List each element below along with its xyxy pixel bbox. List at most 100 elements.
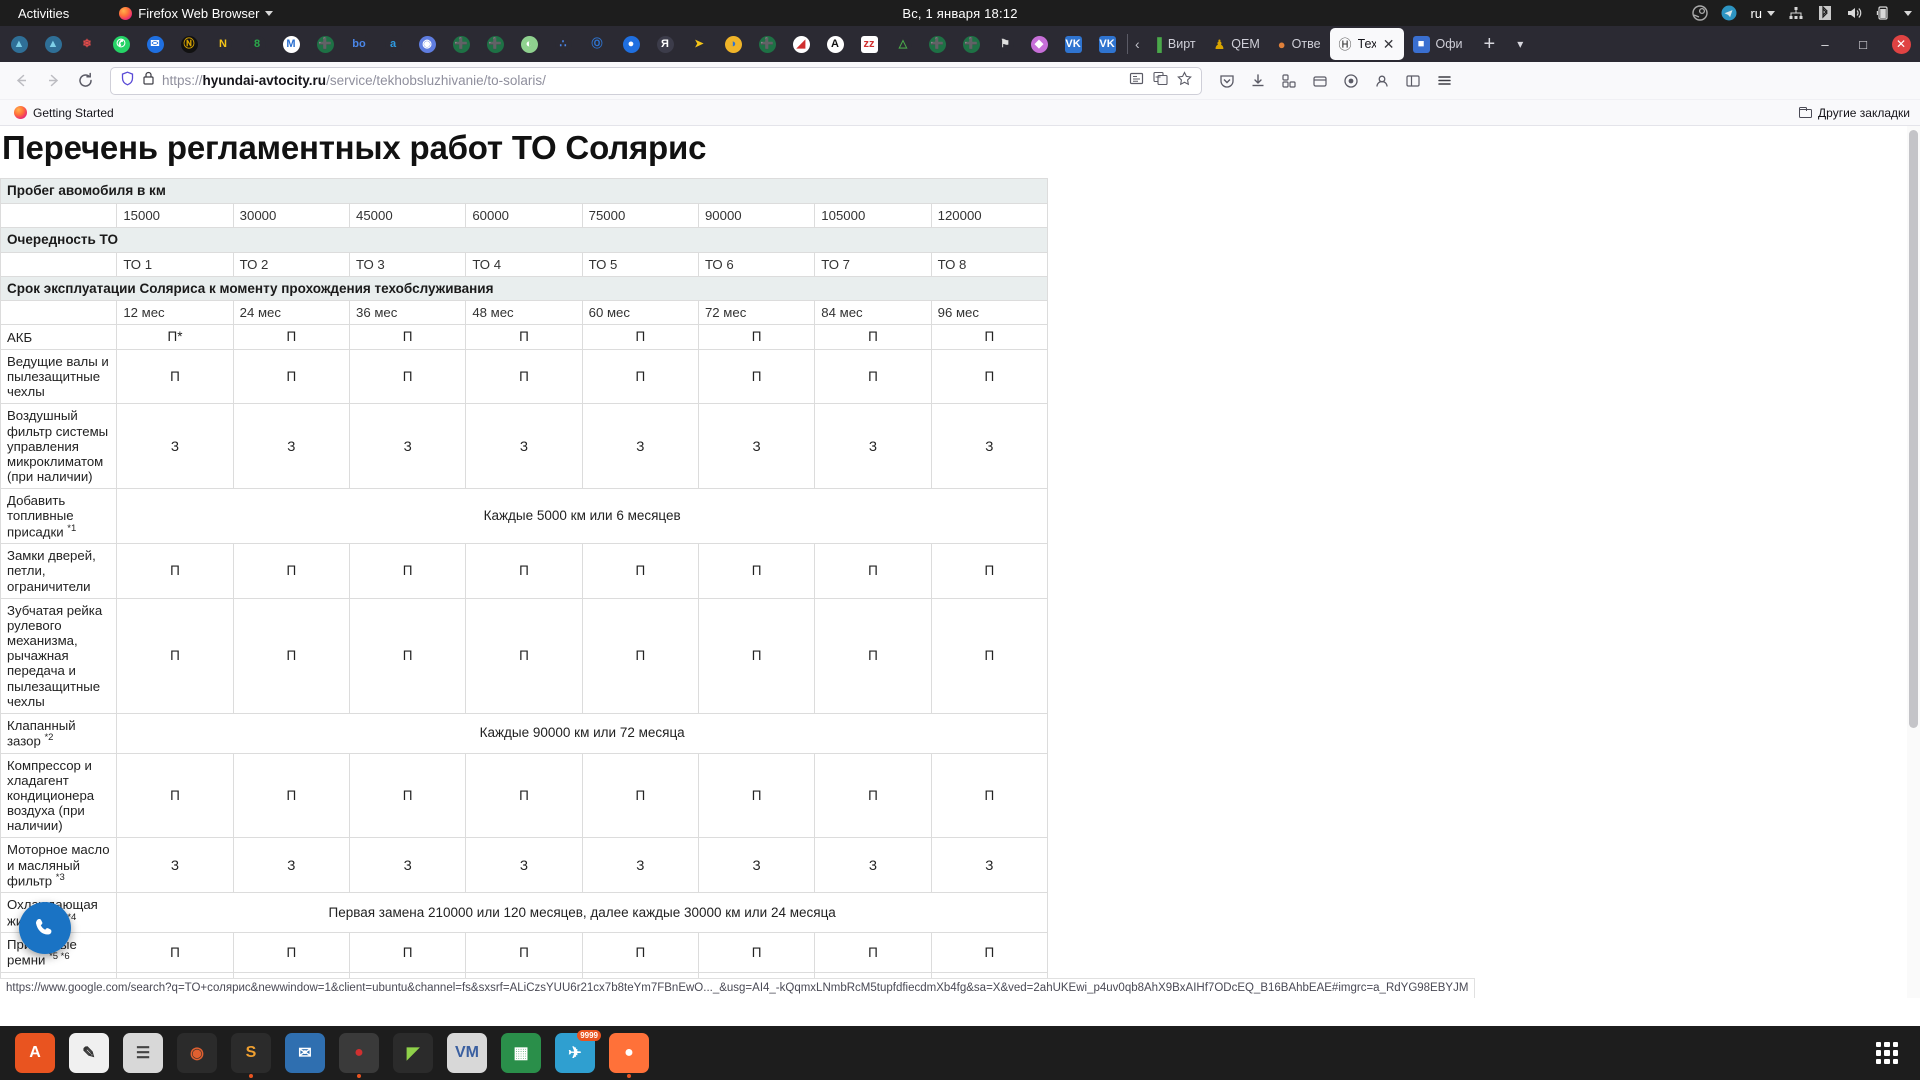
translate-icon[interactable] bbox=[1153, 71, 1168, 91]
tab-yellow-arrow[interactable]: ➤ bbox=[682, 28, 716, 60]
tab-green-volume[interactable]: ◐ bbox=[512, 28, 546, 60]
tab-bobo[interactable]: bo bbox=[342, 28, 376, 60]
dock-telegram[interactable]: ✈ 9999 bbox=[555, 1030, 601, 1073]
tab-avito[interactable]: a bbox=[376, 28, 410, 60]
value-cell: З bbox=[348, 837, 467, 894]
keyboard-layout-button[interactable]: ru bbox=[1750, 6, 1775, 21]
url-bar[interactable]: https://hyundai-avtocity.ru/service/tekh… bbox=[110, 66, 1202, 95]
activities-button[interactable]: Activities bbox=[18, 5, 70, 21]
tab-dots[interactable]: ∴ bbox=[546, 28, 580, 60]
row-label: Клапанный зазор *2 bbox=[0, 712, 118, 754]
battery-icon[interactable] bbox=[1875, 5, 1891, 21]
tab-virt[interactable]: ▐ Вирт bbox=[1144, 28, 1205, 60]
new-tab-button[interactable]: + bbox=[1483, 33, 1496, 55]
bookmark-getting-started[interactable]: Getting Started bbox=[8, 104, 120, 122]
clock[interactable]: Вс, 1 января 18:12 bbox=[902, 5, 1018, 21]
dock-ubuntu-software[interactable]: A bbox=[15, 1033, 55, 1073]
dock-record[interactable]: ● bbox=[339, 1033, 379, 1073]
tab-excel-6[interactable]: ➕ bbox=[954, 28, 988, 60]
tab-gdrive[interactable]: △ bbox=[886, 28, 920, 60]
tab-mail[interactable]: ✉ bbox=[138, 28, 172, 60]
dock-gimp[interactable]: ◤ bbox=[393, 1033, 433, 1073]
tab-balloon[interactable]: ● bbox=[614, 28, 648, 60]
account-icon[interactable] bbox=[1367, 66, 1397, 96]
privacy-shield-icon[interactable] bbox=[1336, 66, 1366, 96]
tab-pinned-1[interactable]: ▲ bbox=[2, 28, 36, 60]
back-button[interactable] bbox=[6, 66, 36, 96]
status-link-preview: https://www.google.com/search?q=TO+соляр… bbox=[0, 978, 1476, 998]
tab-qemu[interactable]: ♟ QEM bbox=[1205, 28, 1269, 60]
extension-icon[interactable] bbox=[1274, 66, 1304, 96]
tab-yandex[interactable]: Я bbox=[648, 28, 682, 60]
tab-favicon: VK bbox=[1064, 35, 1082, 53]
vertical-scrollbar[interactable] bbox=[1907, 126, 1920, 998]
sidebar-icon[interactable] bbox=[1398, 66, 1428, 96]
bluetooth-icon[interactable] bbox=[1817, 5, 1833, 21]
tab-whatsapp[interactable]: ✆ bbox=[104, 28, 138, 60]
minimize-button[interactable]: – bbox=[1821, 36, 1829, 52]
tab-green-s[interactable]: 8 bbox=[240, 28, 274, 60]
steam-icon[interactable] bbox=[1692, 5, 1709, 21]
tab-excel-3[interactable]: ➕ bbox=[478, 28, 512, 60]
tab-otvet[interactable]: ● Отве bbox=[1269, 28, 1330, 60]
dock-files[interactable]: ☰ bbox=[123, 1033, 163, 1073]
menu-icon[interactable] bbox=[1429, 66, 1459, 96]
tab-blue-face[interactable]: ◉ bbox=[410, 28, 444, 60]
show-applications-icon[interactable] bbox=[1876, 1042, 1898, 1064]
tab-flag[interactable]: ◢ bbox=[784, 28, 818, 60]
container-tabs-icon[interactable] bbox=[1305, 66, 1335, 96]
dock-virtualbox[interactable]: VM bbox=[447, 1033, 487, 1073]
tab-excel-2[interactable]: ➕ bbox=[444, 28, 478, 60]
network-icon[interactable] bbox=[1788, 5, 1804, 21]
tab-tehobsluzhivanie[interactable]: Ⓗ Тех ✕ bbox=[1329, 28, 1404, 60]
dock-firefox[interactable]: ● bbox=[609, 1033, 649, 1073]
list-all-tabs-button[interactable]: ▾ bbox=[1517, 37, 1524, 51]
tab-nexus[interactable]: N bbox=[206, 28, 240, 60]
maximize-button[interactable]: □ bbox=[1859, 36, 1867, 52]
tab-dark-circle[interactable]: Ⓝ bbox=[172, 28, 206, 60]
tab-excel-1[interactable]: ➕ bbox=[308, 28, 342, 60]
tab-a-black[interactable]: A bbox=[818, 28, 852, 60]
other-bookmarks-folder[interactable]: Другие закладки bbox=[1799, 106, 1910, 120]
forward-button[interactable] bbox=[38, 66, 68, 96]
dock-rhythmbox[interactable]: ◉ bbox=[177, 1033, 217, 1073]
dock-text-editor[interactable]: ✎ bbox=[69, 1033, 109, 1073]
close-button[interactable]: ✕ bbox=[1882, 26, 1920, 62]
pocket-icon[interactable] bbox=[1212, 66, 1242, 96]
tab-gradient[interactable]: ◆ bbox=[1022, 28, 1056, 60]
tab-excel-4[interactable]: ➕ bbox=[750, 28, 784, 60]
call-button[interactable] bbox=[19, 902, 71, 954]
value-cell: П bbox=[930, 543, 1049, 599]
reader-view-icon[interactable] bbox=[1129, 71, 1144, 91]
tab-pinned-3[interactable]: ❄ bbox=[70, 28, 104, 60]
dock-sublime[interactable]: S bbox=[231, 1033, 271, 1073]
tab-vk-1[interactable]: VK bbox=[1056, 28, 1090, 60]
tab-scroll-left-button[interactable]: ‹ bbox=[1135, 36, 1140, 52]
tab-zz[interactable]: zz bbox=[852, 28, 886, 60]
telegram-icon[interactable] bbox=[1721, 5, 1737, 21]
tab-excel-5[interactable]: ➕ bbox=[920, 28, 954, 60]
shield-icon[interactable] bbox=[120, 71, 135, 91]
downloads-icon[interactable] bbox=[1243, 66, 1273, 96]
tab-favicon: ➕ bbox=[486, 35, 504, 53]
tab-m-square[interactable]: M bbox=[274, 28, 308, 60]
to-header-row: ТО 1 ТО 2 ТО 3 ТО 4 ТО 5 ТО 6 ТО 7 ТО 8 bbox=[0, 251, 1049, 277]
dock-thunderbird[interactable]: ✉ bbox=[285, 1033, 325, 1073]
scrollbar-thumb[interactable] bbox=[1909, 130, 1918, 728]
value-cell: П bbox=[697, 348, 816, 405]
dock-libreoffice-calc[interactable]: ▦ bbox=[501, 1033, 541, 1073]
tab-ofis[interactable]: ■ Офи bbox=[1404, 28, 1472, 60]
lock-icon[interactable] bbox=[142, 71, 155, 90]
chevron-down-icon[interactable] bbox=[1904, 10, 1912, 16]
bookmark-star-icon[interactable] bbox=[1177, 70, 1192, 91]
tab-pinned-2[interactable]: ▲ bbox=[36, 28, 70, 60]
volume-icon[interactable] bbox=[1846, 5, 1862, 21]
close-tab-icon[interactable]: ✕ bbox=[1382, 36, 1395, 52]
tab-vk-2[interactable]: VK bbox=[1090, 28, 1124, 60]
tab-photo[interactable]: ⚑ bbox=[988, 28, 1022, 60]
chevron-down-icon bbox=[1767, 10, 1775, 16]
tab-opera-like[interactable]: Ⓞ bbox=[580, 28, 614, 60]
tab-circle-split[interactable]: ◑ bbox=[716, 28, 750, 60]
app-menu-firefox[interactable]: Firefox Web Browser bbox=[119, 6, 274, 21]
reload-button[interactable] bbox=[70, 66, 100, 96]
